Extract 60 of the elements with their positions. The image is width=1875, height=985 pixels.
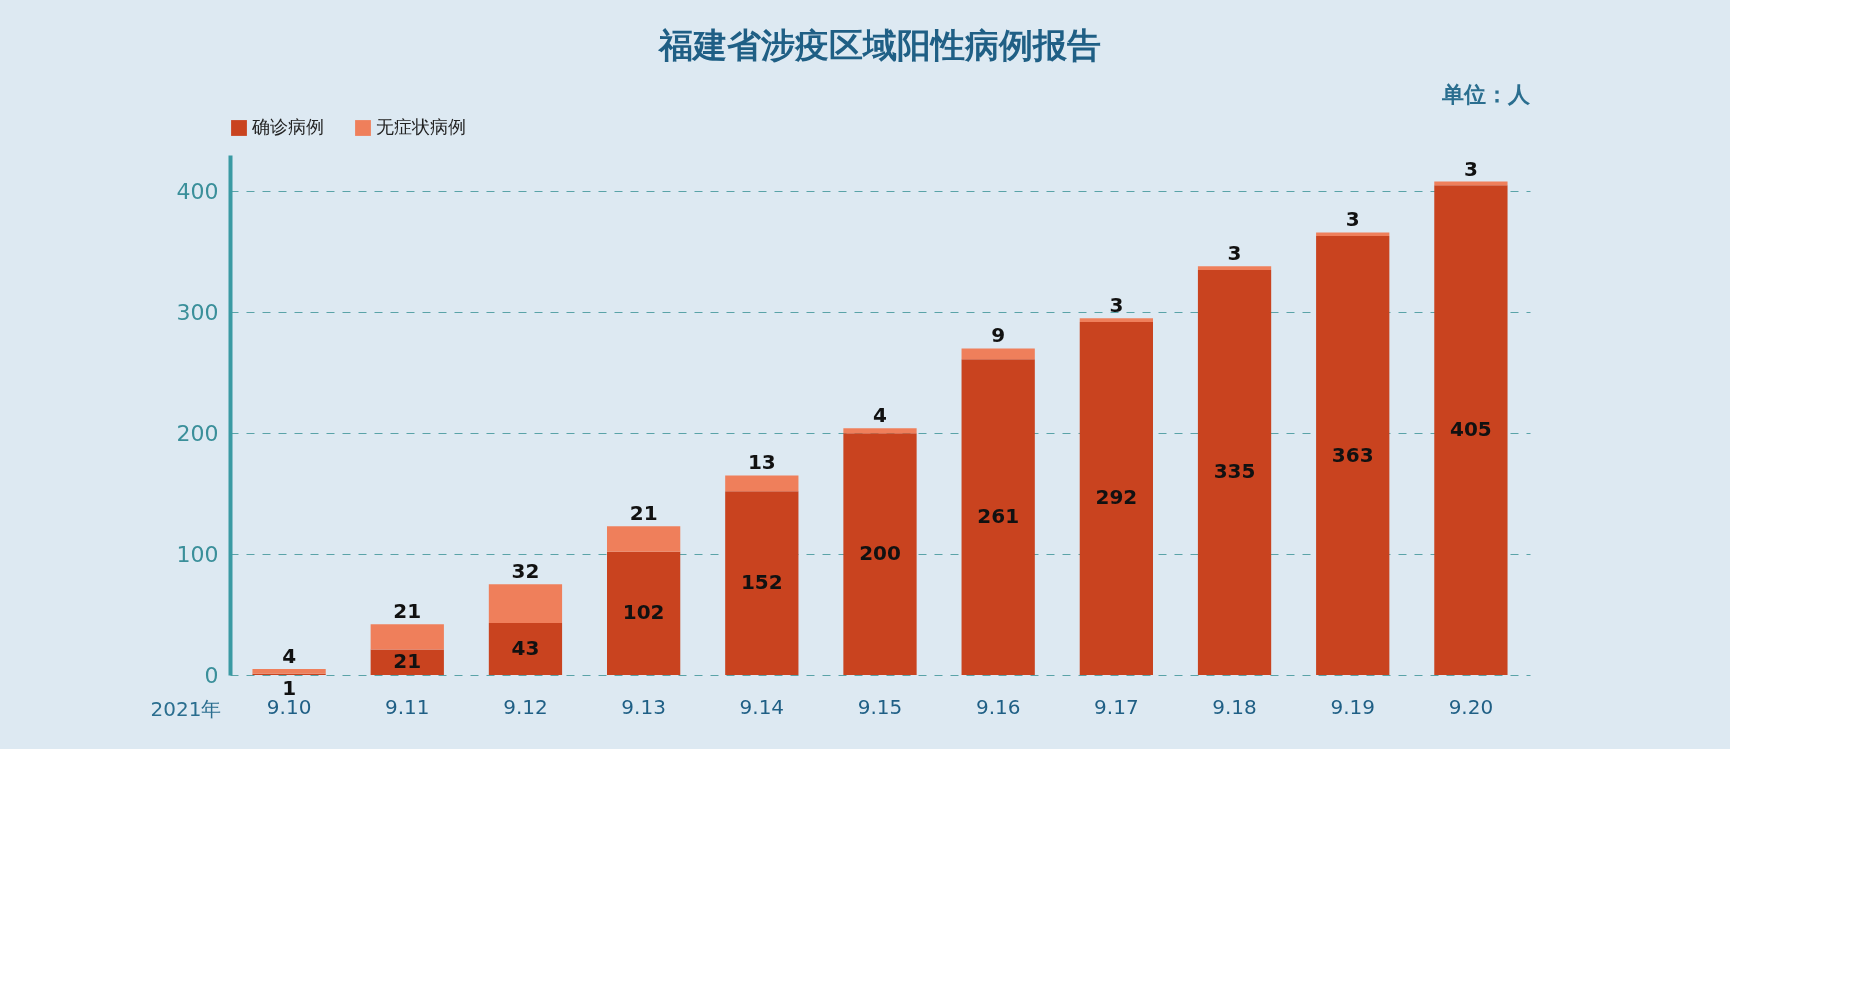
- data-label: 200: [859, 541, 901, 566]
- data-label: 13: [747, 450, 776, 475]
- x-tick-label: 9.14: [739, 694, 785, 719]
- data-label: 3: [1345, 207, 1360, 232]
- x-tick-label: 9.16: [975, 694, 1021, 719]
- bar: [843, 433, 917, 675]
- data-label: 261: [977, 504, 1020, 529]
- data-label: 21: [629, 501, 658, 526]
- x-tick-label: 9.12: [503, 694, 548, 719]
- data-label: 21: [393, 649, 422, 674]
- data-label: 102: [622, 600, 665, 625]
- data-label: 405: [1450, 417, 1492, 442]
- data-label: 3: [1463, 156, 1478, 181]
- bar: [1197, 269, 1272, 675]
- bar: [1079, 318, 1153, 322]
- chart-title: 福建省涉疫区域阳性病例报告: [657, 25, 1101, 65]
- text: 单位：人: [1441, 82, 1531, 107]
- data-label: 335: [1213, 459, 1256, 484]
- bar: [1434, 185, 1508, 675]
- bar: [725, 491, 799, 675]
- bar: [1197, 266, 1272, 270]
- bar: [1079, 321, 1153, 675]
- x-tick-label: 9.19: [1330, 694, 1375, 719]
- data-label: 9: [991, 323, 1006, 348]
- y-tick-label: 100: [176, 541, 219, 567]
- data-label: 43: [511, 636, 540, 660]
- bar: [252, 668, 326, 674]
- data-label: 3: [1109, 293, 1124, 318]
- bar: [1316, 232, 1390, 237]
- data-label: 4: [282, 643, 297, 668]
- bar: [607, 551, 681, 675]
- data-label: 4: [873, 403, 887, 428]
- data-label: 32: [511, 559, 540, 584]
- legend-label: 无症状病例: [376, 116, 466, 137]
- x-tick-label: 9.11: [385, 694, 430, 719]
- y-tick-label: 400: [176, 178, 219, 204]
- x-tick-label: 9.18: [1212, 694, 1257, 719]
- x-tick-label: 9.13: [621, 694, 666, 719]
- bar: [961, 348, 1035, 360]
- y-tick-label: 300: [176, 299, 219, 325]
- data-label: 21: [393, 599, 422, 624]
- y-tick-label: 0: [204, 662, 219, 688]
- data-label: 363: [1331, 442, 1374, 467]
- data-label: 152: [740, 570, 783, 595]
- bar: [488, 623, 563, 675]
- bar: [725, 475, 799, 492]
- x-tick-label: 9.15: [857, 694, 903, 719]
- bar: [607, 526, 681, 552]
- bar: [961, 359, 1035, 675]
- x-axis-title: 2021年: [150, 696, 222, 721]
- y-tick-label: 200: [176, 420, 219, 446]
- legend-label: 确诊病例: [251, 116, 324, 137]
- data-label: 3: [1227, 241, 1242, 266]
- x-tick-label: 9.20: [1448, 694, 1494, 719]
- bar: [843, 428, 917, 434]
- bar: [488, 584, 563, 623]
- bar: [1316, 236, 1390, 675]
- data-label: 292: [1095, 485, 1138, 510]
- x-tick-label: 9.17: [1094, 694, 1139, 719]
- bar: [370, 624, 444, 650]
